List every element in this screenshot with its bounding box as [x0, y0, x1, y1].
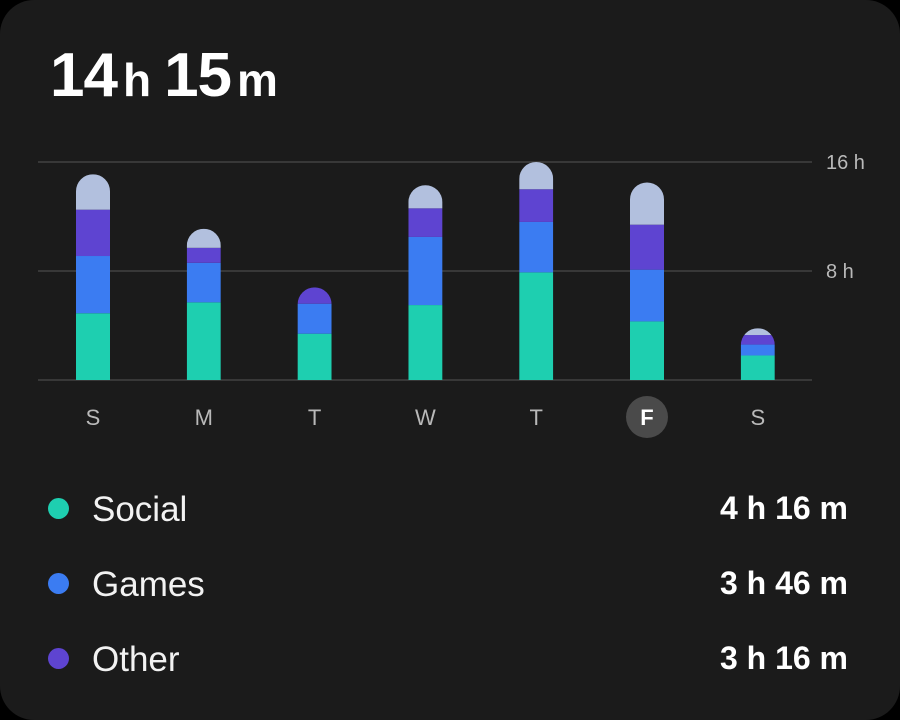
total-hours: 14: [50, 41, 118, 110]
bar-5[interactable]: [630, 182, 664, 380]
legend-item-other[interactable]: Other 3 h 16 m: [0, 634, 900, 684]
bar-4[interactable]: [519, 162, 554, 380]
x-tick-label: W: [415, 405, 436, 430]
y-tick-label: 8 h: [826, 261, 854, 283]
bar-0[interactable]: [76, 174, 110, 380]
bar-segment-social: [740, 355, 775, 380]
bar-segment-games: [76, 256, 110, 314]
x-tick-label: S: [86, 405, 101, 430]
bar-segment-other: [76, 209, 110, 257]
x-tick-label: T: [308, 405, 321, 430]
bar-segment-games: [408, 236, 443, 306]
bar-segment-other: [630, 224, 664, 270]
x-tick-label: M: [195, 405, 213, 430]
bar-segment-games: [519, 221, 554, 273]
bar-segment-games: [297, 303, 332, 334]
bar-3[interactable]: [408, 185, 443, 380]
games-dot-icon: [48, 573, 69, 594]
legend-label-other: Other: [92, 640, 180, 679]
legend-value-games: 3 h 46 m: [719, 565, 848, 601]
bar-segment-other: [740, 335, 775, 345]
bar-segment-remaining: [630, 182, 664, 225]
legend-label-games: Games: [92, 565, 205, 604]
bar-segment-remaining: [408, 185, 443, 209]
bar-segment-other: [408, 208, 443, 237]
total-hours-unit: h: [122, 54, 151, 106]
bar-segment-remaining: [519, 162, 554, 190]
bar-segment-other: [297, 287, 332, 304]
social-dot-icon: [48, 498, 69, 519]
bar-1[interactable]: [186, 228, 221, 380]
bar-segment-social: [630, 321, 664, 380]
bar-segment-other: [186, 247, 221, 263]
legend-item-social[interactable]: Social 4 h 16 m: [0, 484, 900, 534]
legend-value-other: 3 h 16 m: [719, 640, 848, 676]
total-minutes-unit: m: [237, 54, 278, 106]
selected-day-indicator: [626, 396, 668, 438]
legend-value-social: 4 h 16 m: [719, 490, 848, 526]
legend-label-social: Social: [92, 490, 188, 529]
bar-segment-social: [519, 272, 554, 380]
bar-segment-remaining: [186, 228, 221, 248]
x-tick-label-selected: F: [640, 405, 653, 430]
bar-segment-social: [76, 313, 110, 380]
bar-segment-remaining: [76, 174, 110, 210]
x-tick-label: S: [750, 405, 765, 430]
total-minutes: 15: [164, 41, 232, 110]
bar-segment-games: [186, 262, 221, 303]
y-tick-label: 16 h: [826, 152, 865, 174]
daily-usage-chart[interactable]: 8 h 16 h S M T W T F S: [0, 140, 900, 450]
bar-segment-social: [186, 302, 221, 380]
bar-segment-social: [297, 333, 332, 380]
bar-segment-social: [408, 305, 443, 380]
bar-2[interactable]: [297, 287, 332, 380]
x-tick-label: T: [529, 405, 542, 430]
other-dot-icon: [48, 648, 69, 669]
legend-item-games[interactable]: Games 3 h 46 m: [0, 559, 900, 609]
bar-segment-games: [740, 344, 775, 356]
bar-segment-remaining: [740, 328, 775, 336]
total-screen-time: 14 h 15 m: [50, 40, 278, 111]
bar-segment-games: [630, 269, 664, 322]
bar-segment-other: [519, 189, 554, 222]
bar-6[interactable]: [740, 328, 775, 380]
